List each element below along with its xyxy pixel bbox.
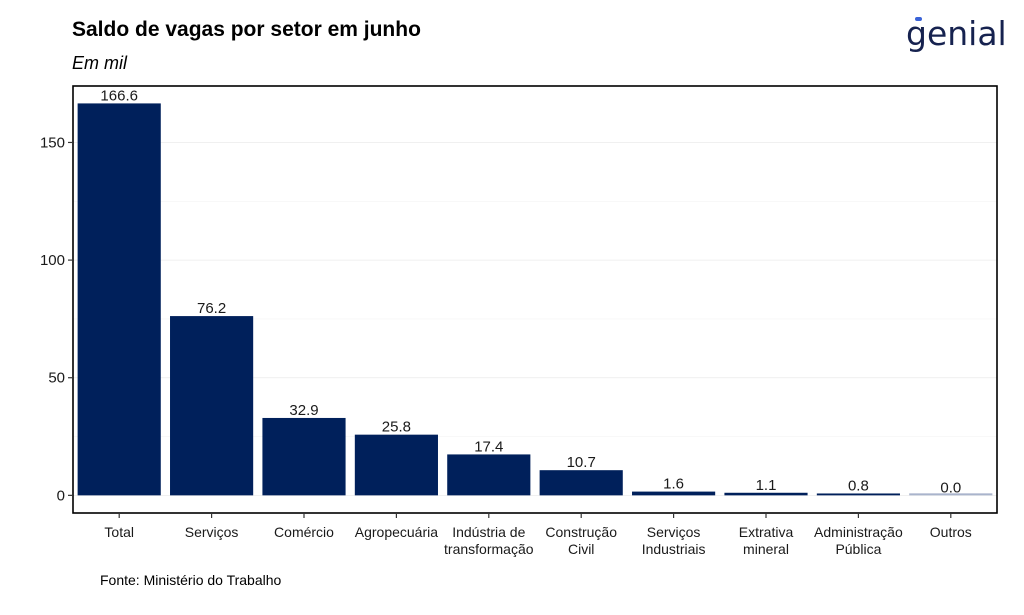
x-tick-label: Agropecuária (355, 524, 438, 540)
logo-accent-mark (915, 17, 922, 21)
bar (909, 493, 993, 496)
bar-value-label: 32.9 (289, 402, 318, 419)
y-tick-label: 50 (48, 370, 65, 387)
bar-value-label: 0.8 (848, 477, 869, 494)
bar-value-label: 1.1 (756, 477, 777, 494)
bar (354, 434, 438, 496)
x-tick-label: Indústria de transformação (444, 524, 534, 557)
genial-logo: genial (906, 14, 1007, 53)
bar (170, 316, 254, 496)
x-tick-label: Serviços (185, 524, 239, 540)
source-note: Fonte: Ministério do Trabalho (100, 572, 282, 588)
chart-title: Saldo de vagas por setor em junho (72, 18, 421, 41)
y-tick-label: 150 (40, 134, 65, 151)
bar-value-label: 1.6 (663, 476, 684, 493)
bar (447, 454, 531, 496)
chart-subtitle: Em mil (72, 53, 127, 73)
bar-value-label: 0.0 (940, 479, 961, 496)
bar (77, 103, 161, 496)
x-tick-label: Serviços Industriais (642, 524, 706, 557)
x-tick-label: Total (104, 524, 134, 540)
bar-value-label: 76.2 (197, 300, 226, 317)
y-tick-label: 0 (57, 487, 65, 504)
x-tick-label: Outros (930, 524, 972, 540)
bar (262, 417, 346, 496)
bar (539, 470, 623, 496)
plot-border (72, 85, 998, 514)
bar (816, 493, 900, 496)
x-tick-label: Administração Pública (814, 524, 903, 557)
bar-value-label: 10.7 (567, 454, 596, 471)
bar-value-label: 25.8 (382, 419, 411, 436)
bar (724, 492, 808, 496)
bar-value-label: 166.6 (100, 87, 138, 104)
bar (632, 491, 716, 496)
x-tick-label: Extrativa mineral (739, 524, 794, 557)
bar-value-label: 17.4 (474, 438, 503, 455)
x-tick-label: Comércio (274, 524, 334, 540)
y-tick-label: 100 (40, 252, 65, 269)
x-tick-label: Construção Civil (545, 524, 617, 557)
